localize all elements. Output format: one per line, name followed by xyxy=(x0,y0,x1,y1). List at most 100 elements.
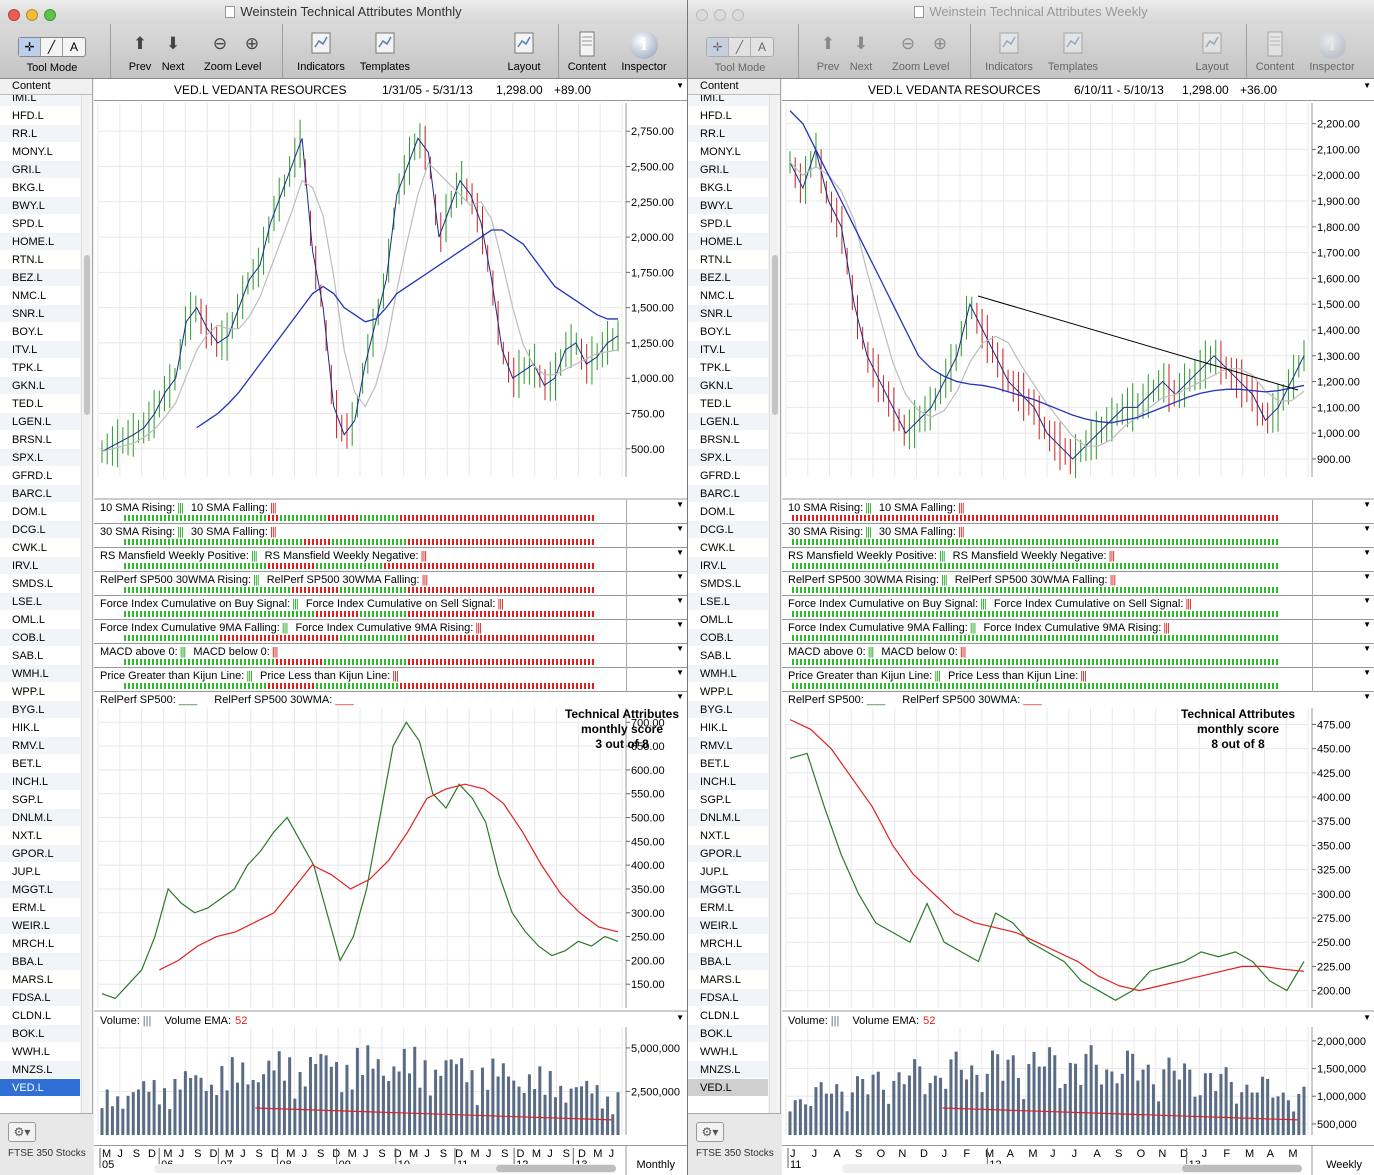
chevron-down-icon[interactable]: ▼ xyxy=(676,548,684,557)
chevron-down-icon[interactable]: ▼ xyxy=(676,644,684,653)
list-item[interactable]: WWH.L xyxy=(0,1043,80,1061)
list-item[interactable]: MARS.L xyxy=(0,971,80,989)
list-item[interactable]: SPX.L xyxy=(688,449,768,467)
list-item[interactable]: DNLM.L xyxy=(688,809,768,827)
list-item[interactable]: LGEN.L xyxy=(688,413,768,431)
chevron-down-icon[interactable]: ▼ xyxy=(676,500,684,509)
list-item[interactable]: GPOR.L xyxy=(0,845,80,863)
relperf-chart[interactable]: 150.00200.00250.00300.00350.00400.00450.… xyxy=(94,692,687,1012)
list-item[interactable]: ERM.L xyxy=(0,899,80,917)
indicator-row[interactable]: MACD above 0: ||| MACD below 0: ||| ▼ xyxy=(782,644,1374,668)
zoom-button[interactable] xyxy=(44,9,56,21)
prev-button[interactable]: ⬆ Prev xyxy=(814,31,842,73)
frequency-label[interactable]: Monthly xyxy=(636,1159,675,1171)
list-item[interactable]: BEZ.L xyxy=(0,269,80,287)
list-item[interactable]: MGGT.L xyxy=(688,881,768,899)
list-item[interactable]: BYG.L xyxy=(688,701,768,719)
list-item[interactable]: SAB.L xyxy=(688,647,768,665)
chevron-down-icon[interactable]: ▼ xyxy=(676,692,684,701)
list-item[interactable]: FDSA.L xyxy=(688,989,768,1007)
list-item[interactable]: BOY.L xyxy=(688,323,768,341)
time-scrollbar[interactable] xyxy=(154,1164,616,1173)
list-item[interactable]: INCH.L xyxy=(688,773,768,791)
minimize-button[interactable] xyxy=(26,9,38,21)
list-item[interactable]: HIK.L xyxy=(688,719,768,737)
list-item[interactable]: DOM.L xyxy=(0,503,80,521)
indicator-row[interactable]: Force Index Cumulative on Buy Signal: ||… xyxy=(94,596,687,620)
list-item[interactable]: HOME.L xyxy=(688,233,768,251)
list-item[interactable]: GKN.L xyxy=(688,377,768,395)
close-button[interactable] xyxy=(696,9,708,21)
list-item[interactable]: COB.L xyxy=(688,629,768,647)
list-item[interactable]: MNZS.L xyxy=(0,1061,80,1079)
list-item[interactable]: GRI.L xyxy=(0,161,80,179)
templates-button[interactable]: Templates xyxy=(1042,31,1104,73)
list-item[interactable]: GPOR.L xyxy=(688,845,768,863)
list-item[interactable]: RTN.L xyxy=(0,251,80,269)
list-item[interactable]: BET.L xyxy=(0,755,80,773)
list-item[interactable]: TPK.L xyxy=(0,359,80,377)
list-item[interactable]: IMI.L xyxy=(0,95,80,107)
next-button[interactable]: ⬇ Next xyxy=(846,31,876,73)
list-item[interactable]: GFRD.L xyxy=(688,467,768,485)
list-item[interactable]: MGGT.L xyxy=(0,881,80,899)
list-item[interactable]: WEIR.L xyxy=(0,917,80,935)
indicator-row[interactable]: RelPerf SP500 30WMA Rising: ||| RelPerf … xyxy=(782,572,1374,596)
scrollbar-thumb[interactable] xyxy=(84,255,90,415)
relperf-chart[interactable]: 200.00225.00250.00275.00300.00325.00350.… xyxy=(782,692,1374,1012)
list-item[interactable]: LSE.L xyxy=(688,593,768,611)
list-item[interactable]: TPK.L xyxy=(688,359,768,377)
list-item[interactable]: JUP.L xyxy=(0,863,80,881)
scrollbar-thumb[interactable] xyxy=(496,1165,616,1172)
crosshair-tool-icon[interactable]: ✛ xyxy=(19,38,41,56)
list-item[interactable]: DOM.L xyxy=(688,503,768,521)
list-item[interactable]: DCG.L xyxy=(688,521,768,539)
indicators-button[interactable]: Indicators xyxy=(978,31,1040,73)
list-item[interactable]: BRSN.L xyxy=(688,431,768,449)
list-item[interactable]: OML.L xyxy=(0,611,80,629)
price-chart[interactable]: 900.001,000.001,100.001,200.001,300.001,… xyxy=(782,101,1374,501)
chevron-down-icon[interactable]: ▼ xyxy=(1363,596,1371,605)
list-item[interactable]: GKN.L xyxy=(0,377,80,395)
list-item[interactable]: TED.L xyxy=(688,395,768,413)
indicator-row[interactable]: RelPerf SP500 30WMA Rising: ||| RelPerf … xyxy=(94,572,687,596)
list-item[interactable]: LGEN.L xyxy=(0,413,80,431)
list-item[interactable]: BYG.L xyxy=(0,701,80,719)
content-header[interactable]: Content xyxy=(0,79,92,95)
chevron-down-icon[interactable]: ▼ xyxy=(1363,644,1371,653)
indicator-row[interactable]: 30 SMA Rising: ||| 30 SMA Falling: ||| ▼ xyxy=(94,524,687,548)
list-item[interactable]: RMV.L xyxy=(688,737,768,755)
list-item[interactable]: WPP.L xyxy=(688,683,768,701)
list-item[interactable]: NXT.L xyxy=(688,827,768,845)
list-item[interactable]: LSE.L xyxy=(0,593,80,611)
list-item[interactable]: IMI.L xyxy=(688,95,768,107)
chevron-down-icon[interactable]: ▼ xyxy=(676,81,684,90)
list-item[interactable]: HFD.L xyxy=(688,107,768,125)
list-item[interactable]: RR.L xyxy=(688,125,768,143)
zoom-in-button[interactable]: ⊕ xyxy=(926,31,954,57)
chevron-down-icon[interactable]: ▼ xyxy=(1363,1013,1371,1022)
chevron-down-icon[interactable]: ▼ xyxy=(1363,692,1371,701)
list-item[interactable]: MONY.L xyxy=(688,143,768,161)
title-bar[interactable]: Weinstein Technical Attributes Monthly xyxy=(0,0,687,24)
list-item[interactable]: BRSN.L xyxy=(0,431,80,449)
list-item[interactable]: MARS.L xyxy=(688,971,768,989)
content-button[interactable]: Content xyxy=(562,31,612,73)
list-item[interactable]: SPD.L xyxy=(0,215,80,233)
chevron-down-icon[interactable]: ▼ xyxy=(676,668,684,677)
list-item[interactable]: BWY.L xyxy=(0,197,80,215)
zoom-in-button[interactable]: ⊕ xyxy=(238,31,266,57)
frequency-label[interactable]: Weekly xyxy=(1326,1159,1362,1171)
list-item[interactable]: RR.L xyxy=(0,125,80,143)
list-item[interactable]: HOME.L xyxy=(0,233,80,251)
list-item[interactable]: JUP.L xyxy=(688,863,768,881)
chevron-down-icon[interactable]: ▼ xyxy=(1363,81,1371,90)
indicator-row[interactable]: Force Index Cumulative on Buy Signal: ||… xyxy=(782,596,1374,620)
zoom-out-button[interactable]: ⊖ xyxy=(894,31,922,57)
list-item[interactable]: BKG.L xyxy=(0,179,80,197)
tool-mode-segmented[interactable]: ✛ ╱ A xyxy=(18,37,86,57)
list-item[interactable]: BOK.L xyxy=(0,1025,80,1043)
crosshair-tool-icon[interactable]: ✛ xyxy=(707,38,729,56)
